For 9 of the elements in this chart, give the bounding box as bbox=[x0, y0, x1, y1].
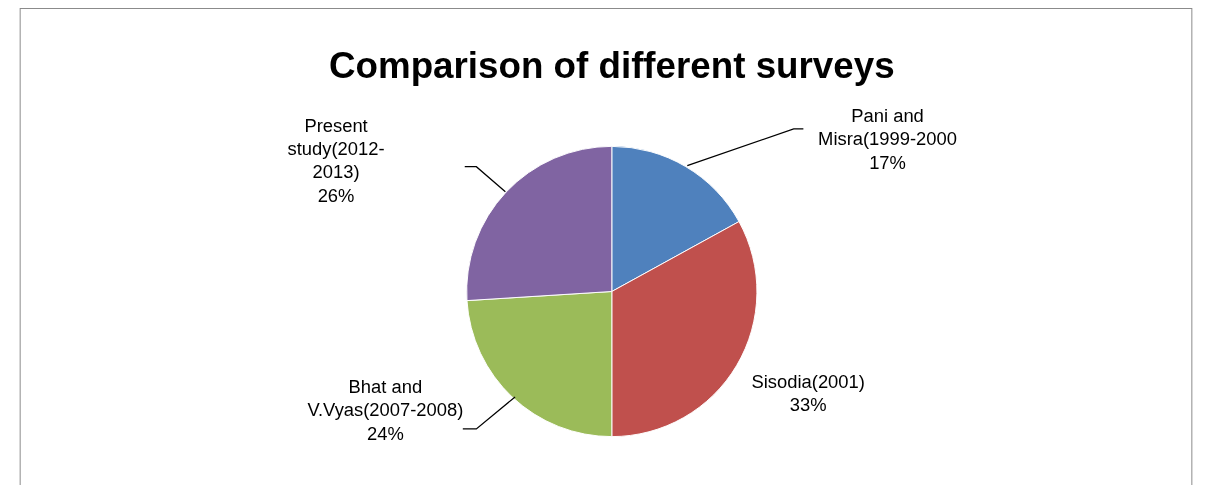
data-label: 26% bbox=[317, 184, 355, 206]
data-label: 24% bbox=[367, 422, 404, 444]
chart-title: Comparison of different surveys bbox=[328, 44, 895, 86]
data-label: 33% bbox=[789, 394, 827, 416]
slice-label: Present study(2012-2013) bbox=[287, 114, 385, 183]
slice-label: Sisodia(2001) bbox=[751, 371, 865, 393]
slice-label: Pani and Misra(1999-2000 bbox=[818, 105, 958, 150]
data-label: 17% bbox=[869, 151, 906, 173]
slice-label: Bhat and V.Vyas(2007-2008) bbox=[307, 376, 464, 421]
